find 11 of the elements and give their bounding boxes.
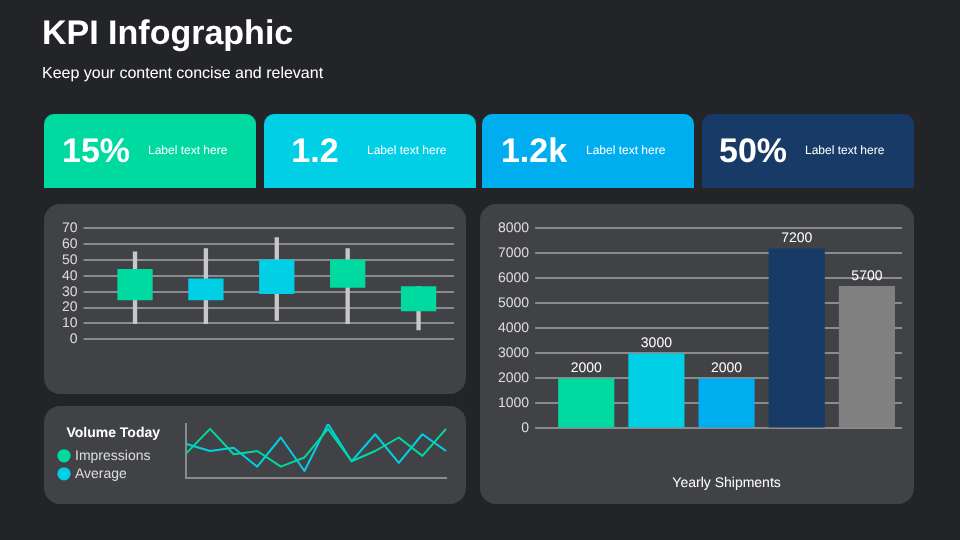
text: KPI Infographic (42, 14, 294, 54)
data-label: 1.2 (289, 131, 341, 171)
data-label: 1.2k (498, 131, 570, 171)
bar (558, 378, 615, 428)
data-label: 15% (59, 131, 133, 171)
bar (838, 285, 895, 428)
text: Keep your content concise and relevant (42, 64, 324, 82)
bar (768, 248, 825, 428)
data-label: 50% (716, 131, 790, 171)
bar (698, 378, 755, 428)
bar (628, 353, 685, 428)
